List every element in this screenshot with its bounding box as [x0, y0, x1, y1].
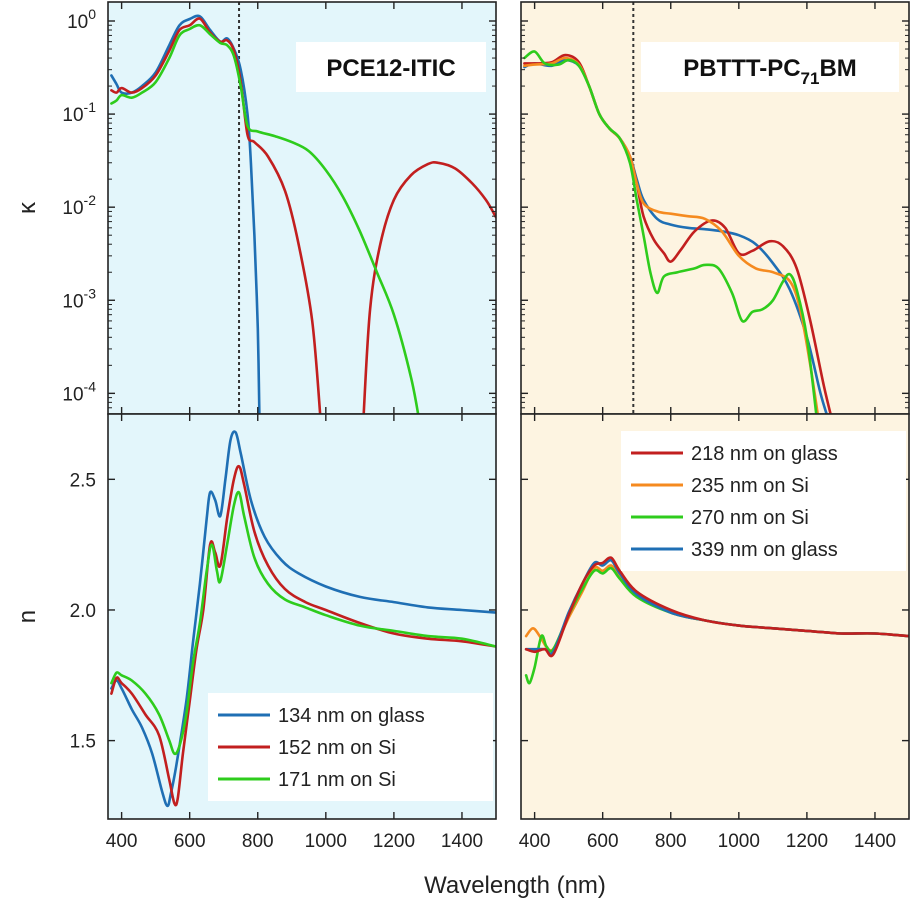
legend: 134 nm on glass 152 nm on Si 171 nm on Si	[208, 693, 493, 801]
y-tick-label: 10-3	[62, 285, 96, 312]
x-tick-label: 1400	[854, 831, 896, 852]
legend-label: 171 nm on Si	[278, 769, 396, 791]
panel-title: PCE12-ITIC	[326, 55, 455, 82]
series-line-red	[524, 556, 909, 658]
y-tick-label: 2.0	[70, 601, 96, 622]
panel-kappa-left: 100 10-1 10-2 10-3 10-4 κ PCE12-ITIC	[14, 1, 497, 415]
panel-frame	[107, 413, 497, 820]
series-group	[110, 430, 496, 808]
series-line-red	[362, 161, 496, 414]
panel-n-right: 400 600 800 1000 1200 1400 218 nm on glass 235 …	[519, 413, 910, 852]
panel-title-box	[296, 42, 486, 92]
x-tick-label: 1400	[441, 831, 483, 852]
x-tick-label: 600	[174, 831, 206, 852]
y-tick-label: 2.5	[70, 470, 96, 491]
panel-n-left: 400 600 800 1000 1200 1400 1.5 2.0 2.5 n 134 nm on…	[14, 413, 497, 852]
x-tick-label: 400	[519, 831, 551, 852]
panel-kappa-right: PBTTT-PC71BM	[520, 1, 910, 415]
series-line-blue	[110, 430, 496, 808]
legend-label: 270 nm on Si	[691, 507, 809, 529]
series-group	[523, 50, 832, 414]
x-tick-label: 1000	[305, 831, 347, 852]
x-tick-label: 800	[655, 831, 687, 852]
y-tick-label: 10-1	[62, 99, 96, 126]
y-axis-label: κ	[14, 201, 41, 214]
x-tick-label: 1000	[718, 831, 760, 852]
series-line-red	[110, 464, 496, 807]
series-line-green	[110, 490, 496, 756]
y-axis-label: n	[14, 610, 41, 623]
panel-title: PBTTT-PC71BM	[683, 55, 857, 88]
series-group	[524, 556, 909, 685]
legend-label: 339 nm on glass	[691, 539, 838, 561]
y-tick-label: 100	[67, 6, 96, 33]
panel-title-box	[641, 42, 899, 92]
y-tick-label: 1.5	[70, 732, 96, 753]
y-tick-label: 10-4	[62, 378, 96, 405]
x-tick-label: 600	[587, 831, 619, 852]
legend-label: 218 nm on glass	[691, 443, 838, 465]
series-line-green	[110, 23, 420, 414]
series-group	[110, 14, 496, 414]
panel-frame	[520, 413, 910, 820]
x-tick-label: 1200	[373, 831, 415, 852]
legend-label: 152 nm on Si	[278, 737, 396, 759]
y-tick-label: 10-2	[62, 192, 96, 219]
panels: 100 10-1 10-2 10-3 10-4 κ PCE12-ITIC PBTTT-PC71…	[14, 1, 910, 852]
x-tick-label: 400	[106, 831, 138, 852]
x-tick-label: 1200	[786, 831, 828, 852]
legend-label: 235 nm on Si	[691, 475, 809, 497]
series-line-green	[523, 50, 818, 414]
x-axis-label: Wavelength (nm)	[424, 872, 606, 899]
legend: 218 nm on glass 235 nm on Si 270 nm on Si 3…	[621, 431, 906, 571]
legend-label: 134 nm on glass	[278, 705, 425, 727]
x-tick-label: 800	[242, 831, 274, 852]
